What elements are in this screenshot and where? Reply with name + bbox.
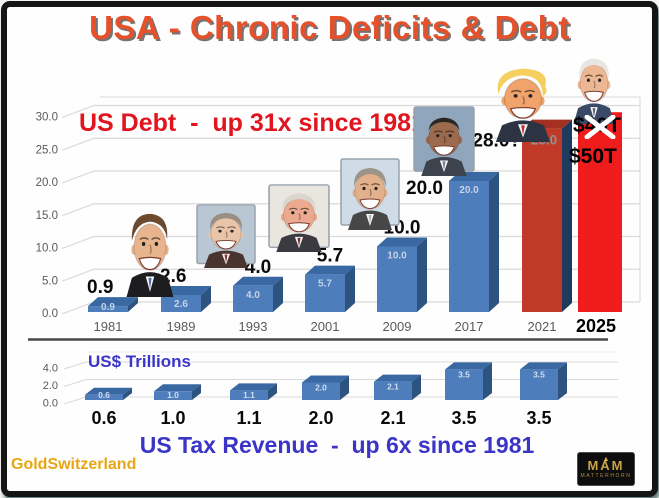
in-bar-value: 1.1 [243, 390, 255, 400]
bar-value-label: 3.5 [526, 408, 551, 428]
y-axis-tick: 0.0 [43, 398, 58, 410]
logo-text: MAM [587, 457, 625, 473]
us-debt-subtitle: US Debt - up 31x since 1981 [79, 109, 425, 137]
bar-value-label: 5.7 [317, 246, 343, 267]
y-axis-tick: 2.0 [43, 380, 58, 392]
debt-bar-2025 [578, 112, 622, 312]
y-axis-tick: 20.0 [36, 177, 58, 189]
gridline [63, 361, 618, 370]
page-title: USA - Chronic Deficits & Debt [89, 9, 570, 46]
y-axis-tick: 10.0 [36, 243, 58, 255]
cross-out-icon [584, 115, 616, 139]
y-axis-tick: 15.0 [36, 210, 58, 222]
chart-stage: 30.0 25.0 20.0 15.0 10.0 5.0 0.0 0.9 0.9 2.6 2.6 4.… [7, 7, 652, 491]
revenue-bar-1989: 1.0 1.0 [154, 384, 201, 428]
y-axis-tick: 30.0 [36, 112, 58, 124]
annotation-50t: $50T [569, 145, 617, 169]
x-axis-year: 1981 [94, 319, 123, 334]
trump-caricature [486, 62, 560, 142]
y-axis-tick: 5.0 [42, 275, 58, 287]
clinton-caricature [268, 184, 330, 252]
revenue-bar-1981: 0.6 0.6 [85, 387, 132, 428]
bar-value-label: 2.1 [380, 408, 405, 428]
x-axis-year: 1989 [167, 319, 196, 334]
x-axis-year-2025: 2025 [576, 316, 616, 336]
y-axis-tick: 4.0 [43, 363, 58, 375]
in-bar-value: 4.0 [246, 290, 260, 301]
mam-matterhorn-logo: MAM ▲ MATTERHORN [577, 452, 635, 486]
bush-jr-caricature [340, 158, 400, 230]
revenue-bar-2001: 2.0 2.0 [302, 375, 349, 428]
debt-bar-2017: 20.0 20.0 [406, 172, 499, 312]
matterhorn-triangle-icon: ▲ [602, 456, 610, 463]
in-bar-value: 3.5 [458, 369, 470, 379]
bar-value-label: 0.9 [87, 277, 113, 298]
bar-value-label: 1.1 [236, 408, 261, 428]
tax-revenue-caption: US Tax Revenue - up 6x since 1981 [139, 432, 535, 458]
logo-subtext: MATTERHORN [580, 472, 632, 479]
annotation-40t: $40T [573, 114, 621, 139]
bar-value-label: 20.0 [406, 178, 443, 199]
revenue-bar-2021: 3.5 3.5 [520, 362, 567, 428]
debt-bar-2001: 5.7 5.7 [305, 246, 355, 312]
x-axis-year: 1993 [239, 319, 268, 334]
gridline [61, 104, 640, 119]
reagan-caricature [118, 205, 182, 297]
in-bar-value: 20.0 [459, 185, 479, 196]
obama-caricature [413, 106, 475, 176]
debt-bar-1981: 0.90.9 [87, 277, 138, 313]
in-bar-value: 2.1 [387, 382, 399, 392]
in-bar-value: 2.0 [315, 383, 327, 393]
x-axis-year: 2021 [528, 319, 557, 334]
revenue-bar-2017: 3.5 3.5 [445, 362, 492, 428]
in-bar-value: 10.0 [387, 251, 407, 262]
in-bar-value: 3.5 [533, 369, 545, 379]
annotation-50t-text: $50T [569, 145, 617, 168]
gridline [63, 378, 618, 388]
x-axis-year: 2017 [455, 319, 484, 334]
bar-value-label: 2.0 [308, 408, 333, 428]
deficits-debt-chart: 30.025.020.015.010.05.00.00.90.92.62.64.… [28, 96, 641, 428]
bar-value-label: 1.0 [160, 408, 185, 428]
y-axis-tick: 25.0 [36, 144, 58, 156]
x-axis-year: 2001 [311, 319, 340, 334]
y-axis-tick: 0.0 [42, 308, 58, 320]
in-bar-value: 0.9 [101, 302, 115, 313]
in-bar-value: 2.6 [174, 299, 188, 310]
debt-bar-2009: 10.010.0 [377, 218, 427, 312]
debt-bar-2021: 28.028.0? [472, 119, 572, 312]
debt-bar-1989: 2.62.6 [160, 266, 211, 312]
revenue-bar-2009: 2.1 2.1 [374, 374, 421, 428]
bush-sr-caricature [196, 204, 256, 268]
x-axis-year: 2009 [383, 319, 412, 334]
bar-value-label: 3.5 [451, 408, 476, 428]
brand-goldswitzerland: GoldSwitzerland [11, 456, 137, 473]
revenue-bar-1993: 1.1 1.1 [230, 383, 277, 428]
in-bar-value: 0.6 [98, 390, 110, 400]
in-bar-value: 5.7 [318, 279, 332, 290]
units-label: US$ Trillions [88, 352, 191, 371]
in-bar-value: 1.0 [167, 390, 179, 400]
biden-caricature [566, 48, 622, 124]
bar-value-label: 0.6 [91, 408, 116, 428]
